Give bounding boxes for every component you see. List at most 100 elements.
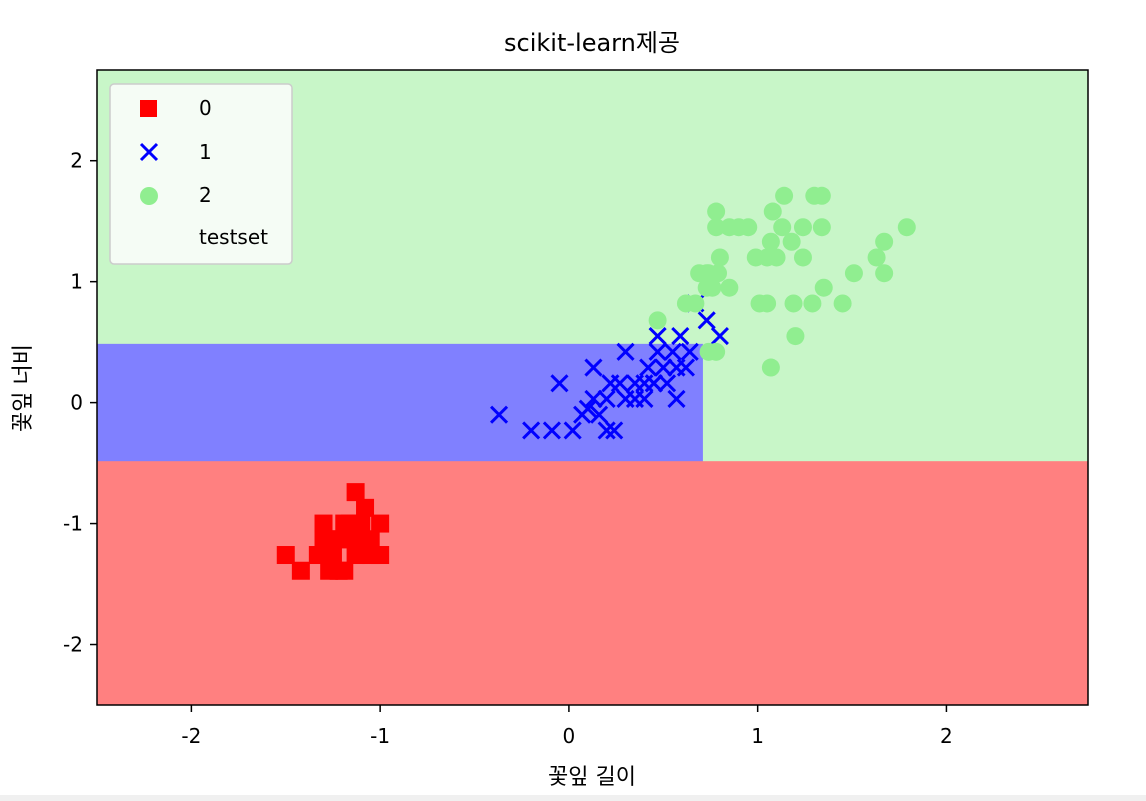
x-tick-label: 1 — [751, 724, 764, 748]
point-class-1-35 — [625, 389, 645, 409]
decision-region-0-0 — [97, 460, 1089, 706]
plot-frame — [96, 69, 1089, 706]
point-class-0-3 — [314, 514, 333, 533]
x-tick-label: 2 — [940, 724, 953, 748]
point-class-2-18 — [761, 232, 780, 251]
point-class-2-28 — [803, 294, 822, 313]
point-class-0-0 — [276, 546, 295, 565]
point-class-0-5 — [323, 546, 342, 565]
point-class-2-0 — [648, 311, 667, 330]
point-class-0-22 — [361, 530, 380, 549]
point-class-2-22 — [775, 186, 794, 205]
point-class-2-34 — [844, 264, 863, 283]
chart-title: scikit-learn제공 — [504, 29, 680, 57]
decision-region-1-1 — [97, 343, 704, 462]
point-class-1-19 — [639, 358, 658, 377]
point-class-1-36 — [644, 374, 663, 393]
y-tick-label: -1 — [63, 512, 83, 536]
point-class-2-24 — [786, 327, 805, 346]
point-class-2-39 — [761, 358, 780, 377]
point-class-1-10 — [597, 421, 616, 440]
y-tick-label: 1 — [70, 270, 83, 294]
point-class-1-15 — [616, 342, 635, 361]
point-class-2-2 — [686, 294, 705, 313]
point-class-2-8 — [720, 278, 739, 297]
y-axis-ticks: -2 -1 0 1 2 — [63, 149, 97, 657]
point-class-1-25 — [663, 342, 682, 361]
point-class-2-25 — [784, 294, 803, 313]
y-tick-label: 2 — [70, 149, 83, 173]
legend: 0 1 2 testset — [109, 83, 293, 265]
point-class-2-36 — [875, 264, 894, 283]
point-class-1-1 — [522, 421, 541, 440]
point-class-2-23 — [782, 232, 801, 251]
point-class-0-11 — [356, 498, 375, 517]
legend-marker-1 — [139, 142, 159, 162]
point-class-1-7 — [584, 389, 603, 409]
data-points — [276, 186, 916, 580]
point-class-1-24 — [658, 374, 677, 393]
point-class-1-6 — [578, 399, 597, 418]
legend-label-0: 0 — [199, 96, 212, 120]
point-class-2-31 — [812, 218, 831, 237]
point-class-0-17 — [371, 546, 390, 565]
point-class-1-13 — [610, 374, 629, 393]
point-class-2-30 — [812, 186, 831, 205]
point-class-2-7 — [710, 248, 729, 267]
decision-region-2-2 — [702, 343, 1089, 462]
legend-label-testset: testset — [199, 225, 268, 249]
point-class-2-27 — [793, 248, 812, 267]
point-class-2-37 — [875, 232, 894, 251]
point-class-1-3 — [563, 421, 582, 440]
point-class-2-32 — [814, 278, 833, 297]
point-class-1-28 — [667, 389, 686, 409]
point-class-1-33 — [710, 327, 729, 346]
point-class-1-29 — [676, 358, 695, 377]
footer-strip — [0, 795, 1146, 801]
point-class-0-18 — [329, 530, 348, 549]
y-tick-label: 0 — [70, 391, 83, 415]
point-class-2-9 — [707, 218, 726, 237]
point-class-1-27 — [671, 327, 690, 346]
point-class-1-4 — [550, 374, 569, 393]
point-class-2-35 — [867, 248, 886, 267]
point-class-2-10 — [707, 202, 726, 221]
x-tick-label: -2 — [181, 724, 201, 748]
point-class-1-21 — [648, 342, 667, 361]
point-class-0-1 — [291, 561, 310, 580]
x-tick-label: 0 — [563, 724, 576, 748]
point-class-1-8 — [590, 405, 609, 424]
point-class-0-14 — [320, 561, 339, 580]
point-class-1-30 — [680, 342, 699, 361]
point-class-0-9 — [346, 546, 365, 565]
point-class-0-12 — [346, 483, 365, 502]
point-class-1-32 — [697, 311, 716, 330]
point-class-0-20 — [340, 514, 359, 533]
point-class-2-42 — [697, 278, 716, 297]
point-class-2-21 — [773, 218, 792, 237]
point-class-1-0 — [490, 405, 509, 424]
point-class-1-2 — [542, 421, 561, 440]
point-class-2-16 — [758, 294, 777, 313]
legend-marker-0 — [140, 100, 157, 117]
point-class-2-41 — [707, 342, 726, 361]
point-class-1-9 — [584, 358, 603, 377]
point-class-2-19 — [763, 202, 782, 221]
point-class-2-43 — [697, 264, 716, 283]
legend-box — [109, 83, 293, 265]
point-class-2-26 — [793, 218, 812, 237]
point-class-0-2 — [308, 546, 327, 565]
point-class-1-23 — [654, 358, 673, 377]
legend-label-2: 2 — [199, 183, 212, 207]
point-class-2-38 — [897, 218, 916, 237]
point-class-0-13 — [335, 561, 354, 580]
point-class-2-33 — [833, 294, 852, 313]
legend-marker-2 — [140, 187, 158, 205]
x-axis-label: 꽃잎 길이 — [548, 765, 636, 790]
point-class-1-11 — [605, 421, 624, 440]
point-class-2-20 — [767, 248, 786, 267]
x-axis-ticks: -2 -1 0 1 2 — [181, 705, 953, 748]
point-class-1-34 — [597, 389, 616, 409]
legend-label-1: 1 — [199, 140, 212, 164]
